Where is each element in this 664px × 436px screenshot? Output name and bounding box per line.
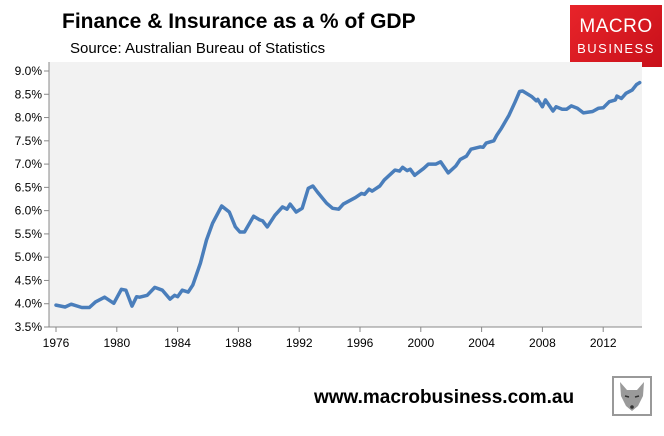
- x-tick-label: 1988: [225, 336, 252, 350]
- chart-subtitle: Source: Australian Bureau of Statistics: [70, 40, 326, 57]
- x-tick-label: 1984: [164, 336, 191, 350]
- chart-title: Finance & Insurance as a % of GDP: [62, 10, 416, 33]
- x-tick-label: 1996: [347, 336, 374, 350]
- website-url: www.macrobusiness.com.au: [314, 387, 575, 408]
- plot-area: [49, 62, 642, 327]
- x-tick-label: 2008: [529, 336, 556, 350]
- x-tick-label: 2000: [407, 336, 434, 350]
- y-tick-label: 4.0%: [15, 297, 43, 311]
- fox-icon: [612, 376, 652, 416]
- y-tick-label: 4.5%: [15, 273, 43, 287]
- y-tick-label: 8.0%: [15, 111, 43, 125]
- y-tick-label: 7.5%: [15, 134, 43, 148]
- y-tick-label: 3.5%: [15, 320, 43, 334]
- macrobusiness-logo: MACRO BUSINESS: [570, 5, 662, 67]
- x-tick-label: 1992: [286, 336, 313, 350]
- logo-line1: MACRO: [579, 16, 653, 37]
- y-tick-label: 7.0%: [15, 157, 43, 171]
- x-tick-label: 2004: [468, 336, 495, 350]
- x-tick-label: 1980: [103, 336, 130, 350]
- y-tick-label: 9.0%: [15, 64, 43, 78]
- series-line: [54, 80, 642, 310]
- y-tick-label: 6.0%: [15, 204, 43, 218]
- x-tick-label: 1976: [43, 336, 70, 350]
- y-tick-label: 5.0%: [15, 250, 43, 264]
- x-tick-label: 2012: [590, 336, 617, 350]
- logo-line2: BUSINESS: [577, 41, 655, 56]
- y-tick-label: 8.5%: [15, 87, 43, 101]
- y-tick-label: 6.5%: [15, 180, 43, 194]
- y-tick-label: 5.5%: [15, 227, 43, 241]
